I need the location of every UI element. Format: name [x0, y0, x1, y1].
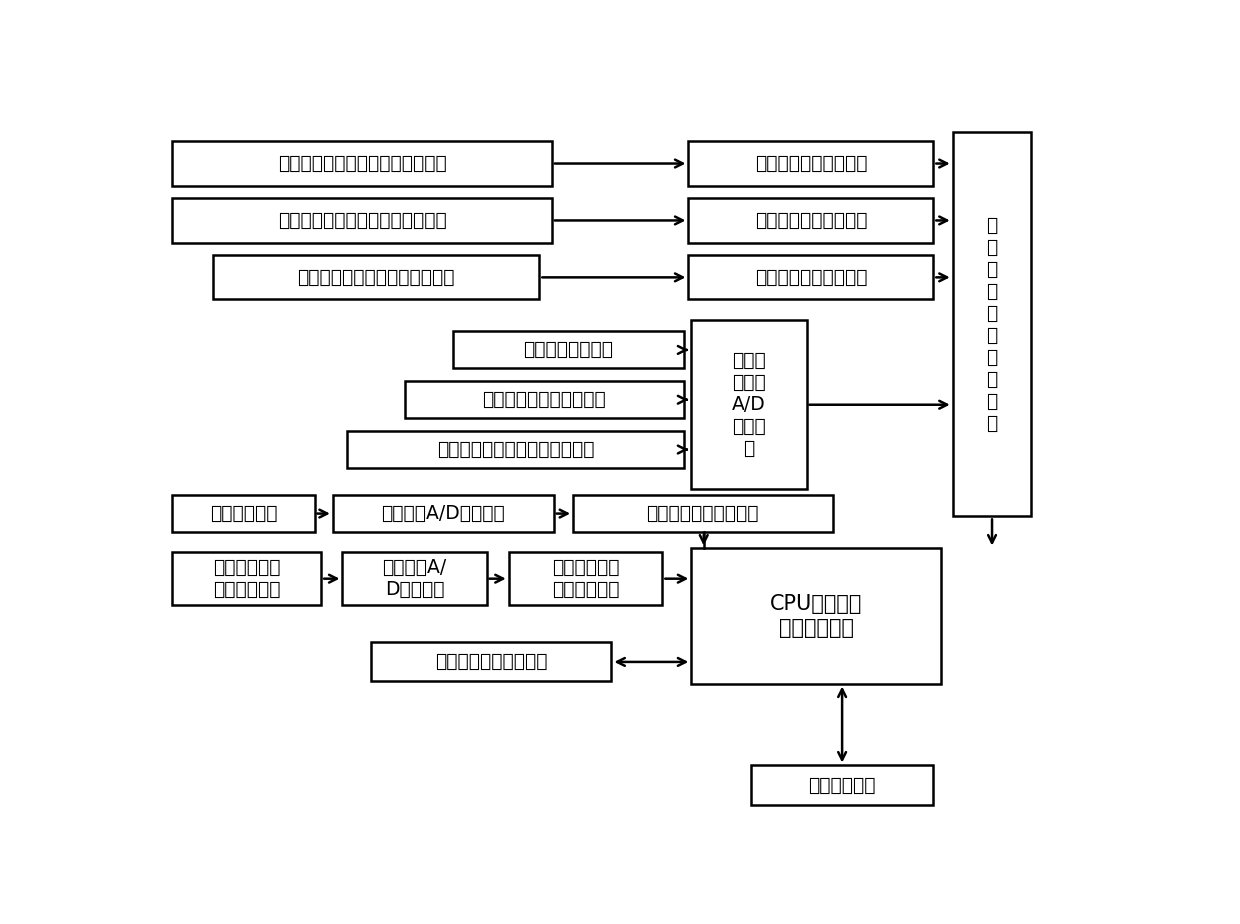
FancyBboxPatch shape — [691, 320, 806, 490]
FancyBboxPatch shape — [508, 552, 662, 605]
FancyBboxPatch shape — [371, 642, 611, 682]
Text: 电流互感器温度测量模块: 电流互感器温度测量模块 — [482, 390, 606, 409]
Text: 开关量输入与输出模块: 开关量输入与输出模块 — [435, 652, 548, 672]
FancyBboxPatch shape — [688, 199, 934, 242]
FancyBboxPatch shape — [172, 141, 552, 186]
FancyBboxPatch shape — [347, 431, 683, 468]
Text: 湿度检测模块: 湿度检测模块 — [210, 505, 278, 523]
FancyBboxPatch shape — [691, 549, 941, 684]
Text: 无线温度信号接收模块: 无线温度信号接收模块 — [755, 211, 867, 230]
Text: 有线温
度信号
A/D
转换模
块: 有线温 度信号 A/D 转换模 块 — [732, 351, 766, 458]
Text: 无线温度信号接收模块: 无线温度信号接收模块 — [755, 268, 867, 286]
Text: 断路器触头温度测量与发射模块: 断路器触头温度测量与发射模块 — [298, 268, 455, 286]
FancyBboxPatch shape — [751, 765, 934, 805]
FancyBboxPatch shape — [688, 255, 934, 299]
Text: 电流电压A/
D转换模块: 电流电压A/ D转换模块 — [382, 558, 446, 599]
FancyBboxPatch shape — [952, 132, 1032, 517]
Text: 温
度
综
合
监
测
处
理
模
块: 温 度 综 合 监 测 处 理 模 块 — [986, 216, 998, 432]
FancyBboxPatch shape — [688, 141, 934, 186]
Text: 断路器的电流
电压测量模块: 断路器的电流 电压测量模块 — [213, 558, 280, 599]
FancyBboxPatch shape — [332, 495, 554, 532]
FancyBboxPatch shape — [172, 199, 552, 242]
Text: 环境温度检测模块: 环境温度检测模块 — [523, 340, 614, 359]
Text: 隔离开关触头温度测量与发射模块: 隔离开关触头温度测量与发射模块 — [278, 211, 446, 230]
FancyBboxPatch shape — [342, 552, 486, 605]
Text: 湿度综合监测处理模块: 湿度综合监测处理模块 — [646, 505, 759, 523]
Text: 无线温度信号接收模块: 无线温度信号接收模块 — [755, 154, 867, 173]
FancyBboxPatch shape — [404, 382, 683, 419]
FancyBboxPatch shape — [172, 495, 315, 532]
Text: 操作显示模块: 操作显示模块 — [808, 775, 875, 795]
Text: CPU综合分析
预警输出模块: CPU综合分析 预警输出模块 — [770, 594, 862, 638]
FancyBboxPatch shape — [453, 332, 683, 369]
FancyBboxPatch shape — [213, 255, 539, 299]
FancyBboxPatch shape — [573, 495, 832, 532]
Text: 湿度信号A/D转换模块: 湿度信号A/D转换模块 — [382, 505, 505, 523]
FancyBboxPatch shape — [172, 552, 321, 605]
Text: 变压器油温和外壳温度测量模块: 变压器油温和外壳温度测量模块 — [436, 440, 594, 459]
Text: 负荷开关触头温度测量与发射模块: 负荷开关触头温度测量与发射模块 — [278, 154, 446, 173]
Text: 电流电压综合
监测处理模块: 电流电压综合 监测处理模块 — [552, 558, 619, 599]
